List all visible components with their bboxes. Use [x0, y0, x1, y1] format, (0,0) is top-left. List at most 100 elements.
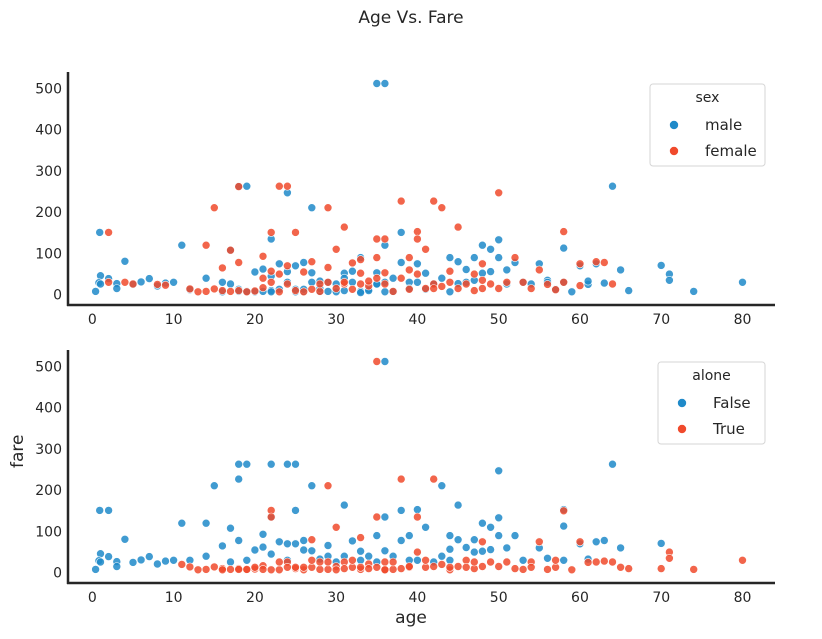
data-point	[299, 562, 309, 572]
x-tick-label: 20	[246, 590, 264, 606]
data-point	[112, 284, 122, 293]
legend-marker	[669, 120, 679, 130]
data-point	[624, 564, 634, 573]
data-point	[307, 257, 317, 267]
data-point	[274, 537, 284, 547]
data-point	[591, 257, 601, 267]
data-point	[656, 261, 666, 270]
data-point	[575, 259, 585, 269]
data-point	[234, 459, 243, 469]
data-point	[591, 557, 601, 567]
data-point	[348, 258, 357, 268]
data-point	[396, 258, 406, 267]
data-point	[364, 551, 374, 561]
data-point	[567, 287, 577, 297]
data-point	[210, 481, 219, 491]
legend-box	[657, 361, 766, 445]
data-point	[461, 543, 471, 552]
data-point	[380, 287, 390, 297]
data-point	[437, 282, 447, 291]
data-point	[404, 265, 414, 275]
data-point	[494, 284, 504, 293]
data-point	[315, 279, 325, 289]
data-point	[258, 542, 268, 552]
data-point	[299, 287, 309, 297]
data-point	[266, 228, 276, 237]
data-point	[153, 280, 162, 289]
data-point	[104, 277, 113, 287]
legend-title: alone	[692, 368, 731, 384]
data-point	[461, 562, 471, 572]
data-point	[445, 287, 455, 297]
data-point	[307, 268, 317, 278]
data-point	[226, 287, 235, 296]
data-point	[226, 557, 235, 567]
data-point	[364, 276, 374, 286]
data-point	[120, 534, 130, 544]
data-point	[518, 277, 528, 287]
data-point	[226, 245, 235, 255]
legend-label: male	[705, 116, 742, 134]
data-point	[502, 557, 512, 567]
data-point	[210, 284, 219, 294]
data-point	[210, 562, 219, 572]
data-point	[283, 459, 292, 469]
data-point	[331, 284, 341, 293]
data-point	[348, 266, 357, 276]
legend-title: sex	[696, 90, 720, 106]
data-point	[421, 555, 430, 565]
data-point	[161, 556, 170, 566]
data-point	[307, 555, 317, 565]
data-point	[234, 258, 243, 267]
data-point	[356, 546, 365, 556]
data-point	[348, 284, 357, 294]
data-point	[551, 285, 560, 295]
data-point	[689, 565, 699, 574]
y-tick-label: 400	[35, 123, 62, 139]
data-point	[518, 555, 528, 565]
data-point	[331, 522, 341, 532]
data-point	[656, 564, 666, 573]
data-point	[738, 277, 747, 287]
data-point	[380, 268, 390, 278]
data-point	[445, 253, 455, 262]
data-point	[266, 459, 276, 469]
data-point	[258, 283, 268, 293]
data-point	[453, 500, 463, 510]
data-point	[689, 287, 699, 296]
data-point	[388, 287, 398, 296]
data-point	[218, 286, 227, 295]
data-point	[608, 181, 617, 191]
data-point	[242, 459, 252, 469]
data-point	[388, 565, 398, 574]
y-tick-label: 100	[35, 246, 62, 262]
data-point	[226, 523, 235, 533]
data-point	[445, 266, 455, 276]
data-point	[136, 277, 146, 287]
data-point	[291, 562, 300, 572]
data-point	[339, 500, 349, 510]
data-point	[331, 565, 341, 575]
data-point	[421, 284, 430, 293]
data-point	[266, 266, 276, 276]
data-point	[201, 240, 211, 250]
data-point	[299, 536, 309, 545]
data-point	[510, 564, 520, 573]
data-point	[469, 535, 479, 545]
data-point	[494, 253, 504, 262]
data-point	[396, 506, 406, 515]
data-point	[234, 565, 243, 574]
data-point	[266, 565, 276, 575]
data-point	[665, 553, 674, 563]
data-point	[323, 481, 333, 491]
data-point	[283, 539, 292, 549]
data-point	[299, 545, 309, 555]
data-point	[494, 513, 504, 523]
data-point	[429, 474, 439, 484]
data-point	[534, 265, 544, 275]
data-point	[145, 552, 154, 561]
x-tick-label: 30	[327, 590, 345, 606]
data-point	[348, 536, 357, 546]
data-point	[258, 529, 268, 539]
